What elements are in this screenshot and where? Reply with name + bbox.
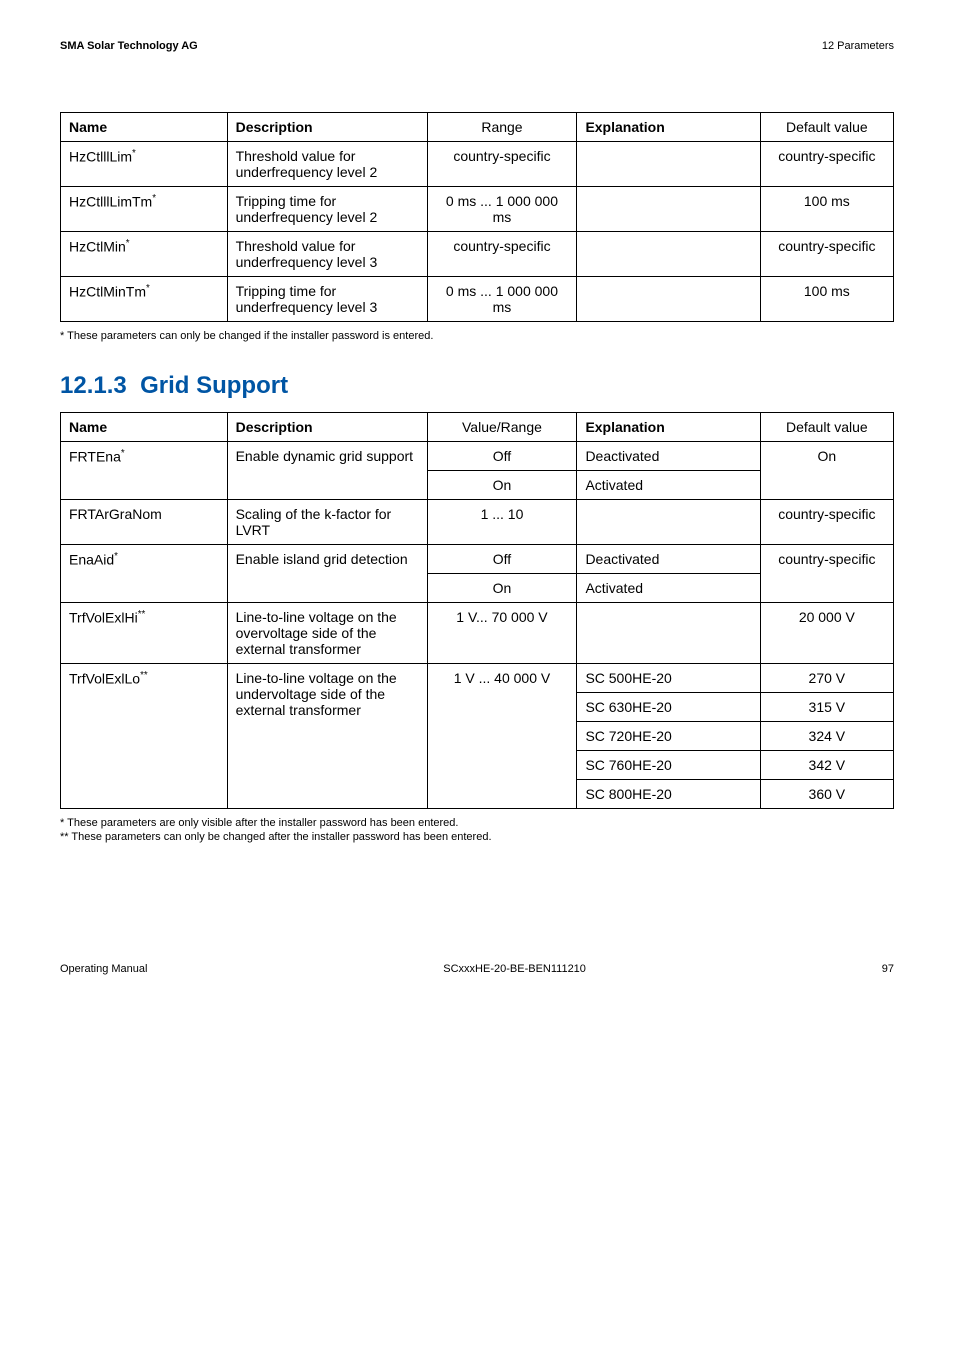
th-default: Default value	[760, 413, 893, 442]
cell-explanation: SC 500HE-20	[577, 664, 760, 693]
cell-default: 360 V	[760, 780, 893, 809]
table-row: EnaAid* Enable island grid detection Off…	[61, 545, 894, 574]
cell-description: Line-to-line voltage on the overvoltage …	[227, 603, 427, 664]
cell-explanation: Activated	[577, 574, 760, 603]
table-row: FRTEna* Enable dynamic grid support Off …	[61, 442, 894, 471]
cell-description: Line-to-line voltage on the undervoltage…	[227, 664, 427, 809]
header-company: SMA Solar Technology AG	[60, 40, 198, 52]
cell-explanation: SC 630HE-20	[577, 693, 760, 722]
th-default: Default value	[760, 113, 893, 142]
table-row: TrfVolExlHi** Line-to-line voltage on th…	[61, 603, 894, 664]
th-explanation: Explanation	[577, 413, 760, 442]
cell-default: country-specific	[760, 232, 893, 277]
cell-explanation	[577, 603, 760, 664]
th-name: Name	[61, 413, 228, 442]
section-name: Grid Support	[140, 372, 288, 399]
cell-range: 1 V... 70 000 V	[427, 603, 577, 664]
page-header: SMA Solar Technology AG 12 Parameters	[60, 40, 894, 52]
cell-default: country-specific	[760, 500, 893, 545]
footer-right: 97	[882, 963, 894, 975]
cell-description: Tripping time for underfrequency level 3	[227, 277, 427, 322]
cell-default: 20 000 V	[760, 603, 893, 664]
cell-name: EnaAid*	[61, 545, 228, 603]
cell-description: Tripping time for underfrequency level 2	[227, 187, 427, 232]
cell-range: Off	[427, 442, 577, 471]
cell-range: 1 V ... 40 000 V	[427, 664, 577, 809]
cell-explanation	[577, 187, 760, 232]
cell-default: country-specific	[760, 545, 893, 603]
cell-name: FRTArGraNom	[61, 500, 228, 545]
cell-description: Threshold value for underfrequency level…	[227, 142, 427, 187]
cell-default: 342 V	[760, 751, 893, 780]
cell-name: TrfVolExlLo**	[61, 664, 228, 809]
cell-default: 100 ms	[760, 277, 893, 322]
cell-explanation	[577, 277, 760, 322]
table-row: HzCtlMin* Threshold value for underfrequ…	[61, 232, 894, 277]
cell-description: Enable island grid detection	[227, 545, 427, 603]
table-row: HzCtlllLimTm* Tripping time for underfre…	[61, 187, 894, 232]
th-description: Description	[227, 113, 427, 142]
footer-center: SCxxxHE-20-BE-BEN111210	[443, 963, 586, 975]
header-section: 12 Parameters	[822, 40, 894, 52]
cell-default: 324 V	[760, 722, 893, 751]
cell-default: On	[760, 442, 893, 500]
cell-name: TrfVolExlHi**	[61, 603, 228, 664]
th-description: Description	[227, 413, 427, 442]
cell-name: HzCtlllLim*	[61, 142, 228, 187]
cell-explanation	[577, 232, 760, 277]
cell-range: 0 ms ... 1 000 000 ms	[427, 277, 577, 322]
table2-footnote2: ** These parameters can only be changed …	[60, 831, 894, 843]
cell-explanation: SC 720HE-20	[577, 722, 760, 751]
table-row: TrfVolExlLo** Line-to-line voltage on th…	[61, 664, 894, 693]
cell-range: On	[427, 471, 577, 500]
table-row: HzCtlMinTm* Tripping time for underfrequ…	[61, 277, 894, 322]
cell-name: HzCtlMinTm*	[61, 277, 228, 322]
cell-explanation	[577, 142, 760, 187]
table-header-row: Name Description Range Explanation Defau…	[61, 113, 894, 142]
page-footer: Operating Manual SCxxxHE-20-BE-BEN111210…	[60, 963, 894, 975]
table2-footnote1: * These parameters are only visible afte…	[60, 817, 894, 829]
th-range: Value/Range	[427, 413, 577, 442]
cell-description: Scaling of the k-factor for LVRT	[227, 500, 427, 545]
table-row: HzCtlllLim* Threshold value for underfre…	[61, 142, 894, 187]
cell-default: 100 ms	[760, 187, 893, 232]
cell-default: 270 V	[760, 664, 893, 693]
cell-range: 0 ms ... 1 000 000 ms	[427, 187, 577, 232]
section-title: 12.1.3 Grid Support	[60, 372, 894, 400]
cell-range: country-specific	[427, 142, 577, 187]
cell-name: HzCtlMin*	[61, 232, 228, 277]
cell-explanation: Activated	[577, 471, 760, 500]
cell-range: 1 ... 10	[427, 500, 577, 545]
cell-range: Off	[427, 545, 577, 574]
parameters-table-2: Name Description Value/Range Explanation…	[60, 412, 894, 809]
table-row: FRTArGraNom Scaling of the k-factor for …	[61, 500, 894, 545]
th-range: Range	[427, 113, 577, 142]
parameters-table-1: Name Description Range Explanation Defau…	[60, 112, 894, 322]
cell-description: Threshold value for underfrequency level…	[227, 232, 427, 277]
th-name: Name	[61, 113, 228, 142]
cell-explanation: SC 760HE-20	[577, 751, 760, 780]
cell-explanation: Deactivated	[577, 545, 760, 574]
cell-default: 315 V	[760, 693, 893, 722]
cell-description: Enable dynamic grid support	[227, 442, 427, 500]
cell-range: On	[427, 574, 577, 603]
cell-range: country-specific	[427, 232, 577, 277]
cell-default: country-specific	[760, 142, 893, 187]
cell-explanation: SC 800HE-20	[577, 780, 760, 809]
cell-explanation	[577, 500, 760, 545]
th-explanation: Explanation	[577, 113, 760, 142]
cell-explanation: Deactivated	[577, 442, 760, 471]
section-number: 12.1.3	[60, 372, 127, 399]
footer-left: Operating Manual	[60, 963, 147, 975]
table1-footnote: * These parameters can only be changed i…	[60, 330, 894, 342]
table-header-row: Name Description Value/Range Explanation…	[61, 413, 894, 442]
cell-name: FRTEna*	[61, 442, 228, 500]
cell-name: HzCtlllLimTm*	[61, 187, 228, 232]
